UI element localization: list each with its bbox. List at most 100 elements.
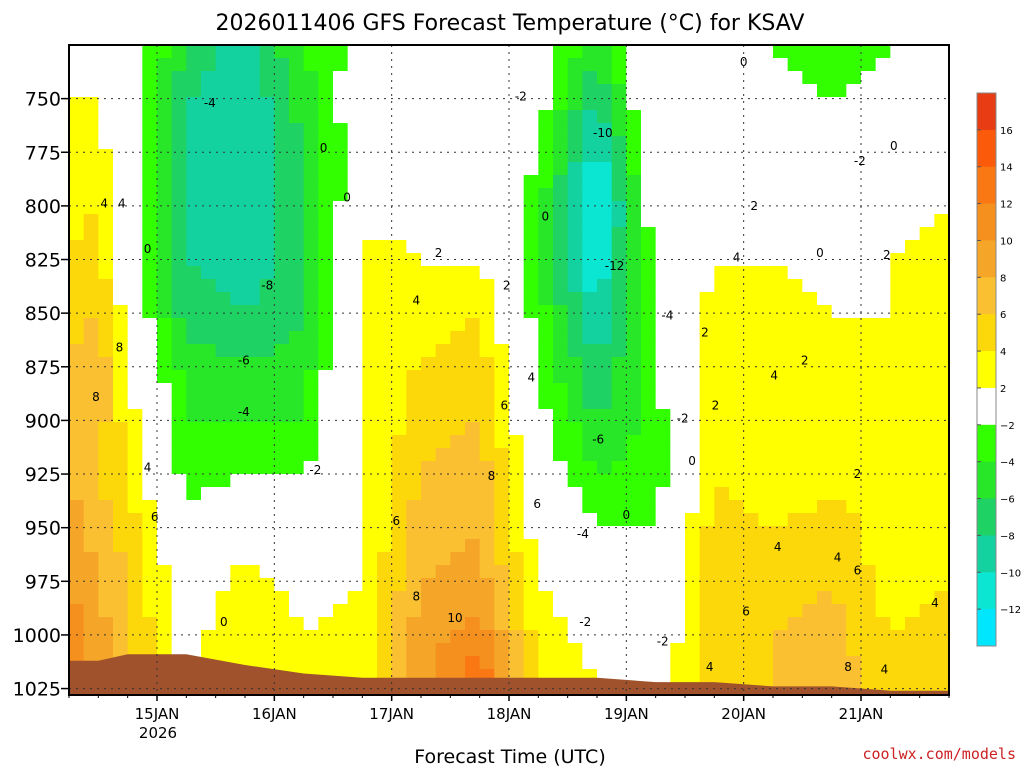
temperature-cell (347, 487, 363, 501)
colorbar-label: 4 (1000, 347, 1006, 358)
temperature-cell (98, 513, 114, 527)
temperature-cell (509, 188, 525, 202)
temperature-cell (655, 435, 671, 449)
temperature-cell (450, 58, 466, 72)
temperature-cell (171, 253, 187, 267)
temperature-cell (831, 448, 847, 462)
temperature-cell (98, 630, 114, 644)
temperature-cell (157, 227, 173, 241)
temperature-cell (553, 513, 569, 527)
temperature-cell (655, 578, 671, 592)
temperature-cell (127, 331, 143, 345)
temperature-cell (523, 123, 539, 137)
temperature-cell (846, 500, 862, 514)
temperature-cell (890, 305, 906, 319)
temperature-cell (142, 45, 158, 59)
temperature-cell (685, 500, 701, 514)
temperature-cell (802, 448, 818, 462)
contour-label: 0 (220, 615, 228, 629)
temperature-cell (479, 201, 495, 215)
temperature-cell (347, 591, 363, 605)
contour-label: -12 (605, 259, 625, 273)
temperature-cell (303, 435, 319, 449)
temperature-cell (318, 396, 334, 410)
temperature-cell (391, 305, 407, 319)
temperature-cell (714, 474, 730, 488)
temperature-cell (538, 214, 554, 228)
temperature-cell (113, 487, 129, 501)
temperature-cell (861, 58, 877, 72)
temperature-cell (69, 136, 85, 150)
temperature-cell (846, 643, 862, 657)
temperature-cell (362, 292, 378, 306)
temperature-cell (831, 487, 847, 501)
temperature-cell (201, 162, 217, 176)
temperature-cell (846, 331, 862, 345)
temperature-cell (377, 84, 393, 98)
contour-label: 6 (393, 514, 401, 528)
temperature-cell (582, 487, 598, 501)
temperature-cell (582, 552, 598, 566)
temperature-cell (362, 630, 378, 644)
temperature-cell (333, 110, 349, 124)
temperature-cell (773, 175, 789, 189)
temperature-cell (421, 227, 437, 241)
temperature-cell (289, 526, 305, 540)
temperature-cell (479, 435, 495, 449)
temperature-cell (450, 565, 466, 579)
temperature-cell (582, 279, 598, 293)
temperature-cell (435, 97, 451, 111)
temperature-cell (421, 513, 437, 527)
temperature-cell (714, 84, 730, 98)
temperature-cell (655, 305, 671, 319)
temperature-cell (274, 357, 290, 371)
temperature-cell (611, 136, 627, 150)
temperature-cell (611, 630, 627, 644)
temperature-cell (435, 331, 451, 345)
temperature-cell (817, 331, 833, 345)
temperature-cell (435, 487, 451, 501)
temperature-cell (553, 500, 569, 514)
temperature-cell (274, 500, 290, 514)
temperature-cell (611, 604, 627, 618)
temperature-cell (538, 331, 554, 345)
temperature-cell (494, 136, 510, 150)
temperature-cell (611, 396, 627, 410)
temperature-cell (597, 526, 613, 540)
temperature-cell (729, 305, 745, 319)
temperature-cell (831, 409, 847, 423)
temperature-cell (201, 253, 217, 267)
temperature-cell (509, 409, 525, 423)
temperature-cell (465, 448, 481, 462)
temperature-cell (479, 58, 495, 72)
temperature-cell (318, 58, 334, 72)
temperature-cell (802, 669, 818, 683)
temperature-cell (523, 188, 539, 202)
temperature-cell (245, 474, 261, 488)
temperature-cell (215, 357, 231, 371)
temperature-cell (318, 279, 334, 293)
temperature-cell (69, 279, 85, 293)
temperature-cell (333, 539, 349, 553)
temperature-cell (699, 357, 715, 371)
temperature-cell (362, 188, 378, 202)
temperature-cell (831, 591, 847, 605)
temperature-cell (597, 331, 613, 345)
temperature-cell (377, 487, 393, 501)
temperature-cell (142, 162, 158, 176)
temperature-cell (773, 383, 789, 397)
contour-label: 2 (503, 278, 511, 292)
temperature-cell (494, 526, 510, 540)
temperature-cell (817, 266, 833, 280)
temperature-cell (479, 266, 495, 280)
contour-label: -4 (661, 308, 673, 322)
temperature-cell (201, 188, 217, 202)
temperature-cell (773, 292, 789, 306)
temperature-cell (787, 669, 803, 683)
temperature-cell (259, 253, 275, 267)
x-tick-label: 19JAN (604, 705, 649, 723)
temperature-cell (553, 188, 569, 202)
temperature-cell (98, 487, 114, 501)
temperature-cell (714, 409, 730, 423)
